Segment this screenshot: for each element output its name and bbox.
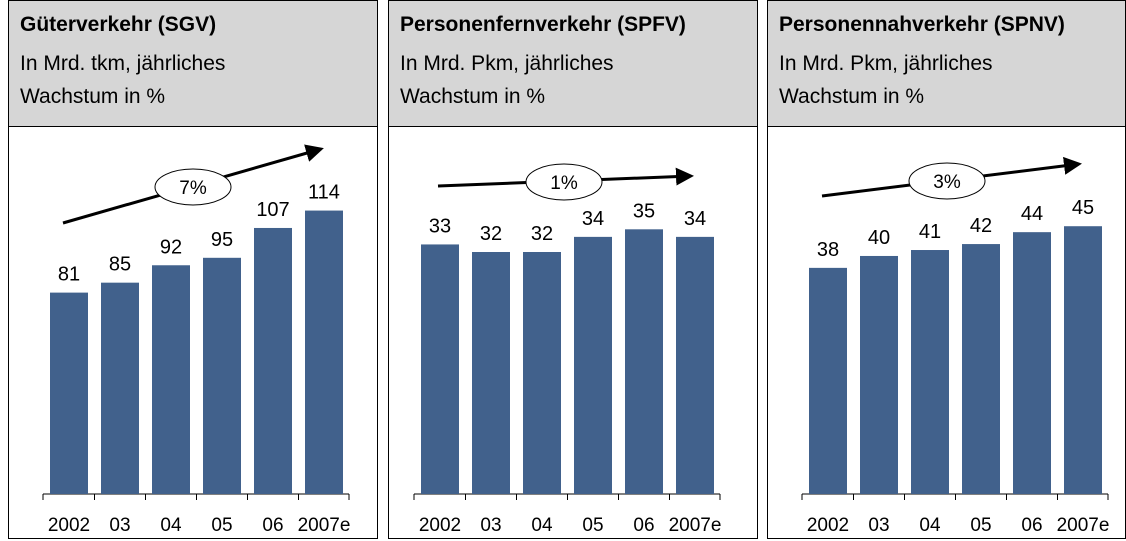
panel-title: Güterverkehr (SGV): [20, 13, 217, 36]
value-label: 33: [429, 215, 451, 237]
panel-subtitle: In Mrd. Pkm, jährliches Wachstum in %: [400, 52, 614, 108]
panel-title: Personennahverkehr (SPNV): [779, 13, 1065, 36]
panel-subtitle: In Mrd. tkm, jährliches Wachstum in %: [20, 52, 226, 108]
value-label: 40: [868, 227, 890, 249]
growth-bubble: [154, 168, 232, 206]
value-label: 32: [480, 223, 502, 245]
bar: [421, 244, 459, 494]
value-label: 34: [684, 208, 706, 230]
x-tick-label: 2002: [48, 515, 90, 536]
chart: 33 2002 32 03 32 04 34 05 35 06 34 2007e 1%: [413, 163, 722, 536]
bar: [1013, 232, 1051, 494]
value-label: 95: [211, 229, 233, 251]
value-label: 107: [256, 199, 289, 221]
x-tick-label: 2002: [807, 515, 849, 536]
bar: [254, 227, 292, 494]
bar: [911, 250, 949, 494]
value-label: 34: [582, 208, 604, 230]
bar: [574, 236, 612, 494]
bar: [152, 265, 190, 494]
x-tick-label: 05: [582, 515, 603, 536]
growth-label: 3%: [933, 172, 961, 193]
value-label: 38: [817, 239, 839, 261]
bar: [962, 244, 1000, 494]
bar: [1064, 226, 1102, 494]
x-tick-label: 06: [1021, 515, 1042, 536]
panel: Personennahverkehr (SPNV) In Mrd. Pkm, jä…: [767, 0, 1126, 539]
x-tick-label: 04: [531, 515, 553, 536]
x-tick-label: 2007e: [1057, 515, 1110, 536]
bar: [625, 229, 663, 494]
growth-bubble: [908, 162, 986, 200]
x-tick-label: 06: [262, 515, 283, 536]
value-label: 41: [919, 221, 941, 243]
x-tick-label: 03: [109, 515, 130, 536]
value-label: 44: [1021, 203, 1043, 225]
value-label: 85: [109, 254, 131, 276]
value-label: 42: [970, 215, 992, 237]
bar: [101, 282, 139, 494]
x-tick-label: 2002: [419, 515, 461, 536]
panel-title: Personenfernverkehr (SPFV): [400, 13, 686, 36]
x-tick-label: 05: [970, 515, 991, 536]
x-tick-label: 03: [480, 515, 501, 536]
x-tick-label: 04: [919, 515, 941, 536]
x-tick-label: 04: [160, 515, 182, 536]
bar: [809, 267, 847, 494]
panel-subtitle: In Mrd. Pkm, jährliches Wachstum in %: [779, 52, 993, 108]
panel: Güterverkehr (SGV) In Mrd. tkm, jährliche…: [8, 0, 378, 539]
bar: [305, 210, 343, 494]
x-tick-label: 2007e: [298, 515, 351, 536]
bar: [472, 252, 510, 494]
panel: Personenfernverkehr (SPFV) In Mrd. Pkm, j…: [388, 0, 758, 539]
x-tick-label: 05: [211, 515, 232, 536]
x-tick-label: 06: [633, 515, 654, 536]
bar: [860, 255, 898, 494]
value-label: 92: [160, 236, 182, 258]
value-label: 81: [58, 264, 80, 286]
panel-header: Personennahverkehr (SPNV) In Mrd. Pkm, jä…: [768, 1, 1125, 127]
bar: [50, 292, 88, 494]
growth-label: 1%: [550, 173, 578, 194]
chart: 38 2002 40 03 41 04 42 05 44 06 45 2007e 3%: [801, 156, 1110, 536]
value-label: 114: [308, 182, 340, 204]
growth-label: 7%: [179, 178, 207, 199]
growth-bubble: [525, 163, 603, 201]
value-label: 32: [531, 223, 553, 245]
bar: [523, 252, 561, 494]
value-label: 35: [633, 200, 655, 222]
bar: [676, 236, 714, 494]
value-label: 45: [1072, 197, 1094, 219]
bar: [203, 257, 241, 494]
x-tick-label: 2007e: [669, 515, 722, 536]
chart: 81 2002 85 03 92 04 95 05 107 06 114 2007e 7%: [42, 144, 351, 536]
panel-header: Personenfernverkehr (SPFV) In Mrd. Pkm, j…: [389, 1, 757, 127]
x-tick-label: 03: [868, 515, 889, 536]
panel-header: Güterverkehr (SGV) In Mrd. tkm, jährliche…: [9, 1, 377, 127]
